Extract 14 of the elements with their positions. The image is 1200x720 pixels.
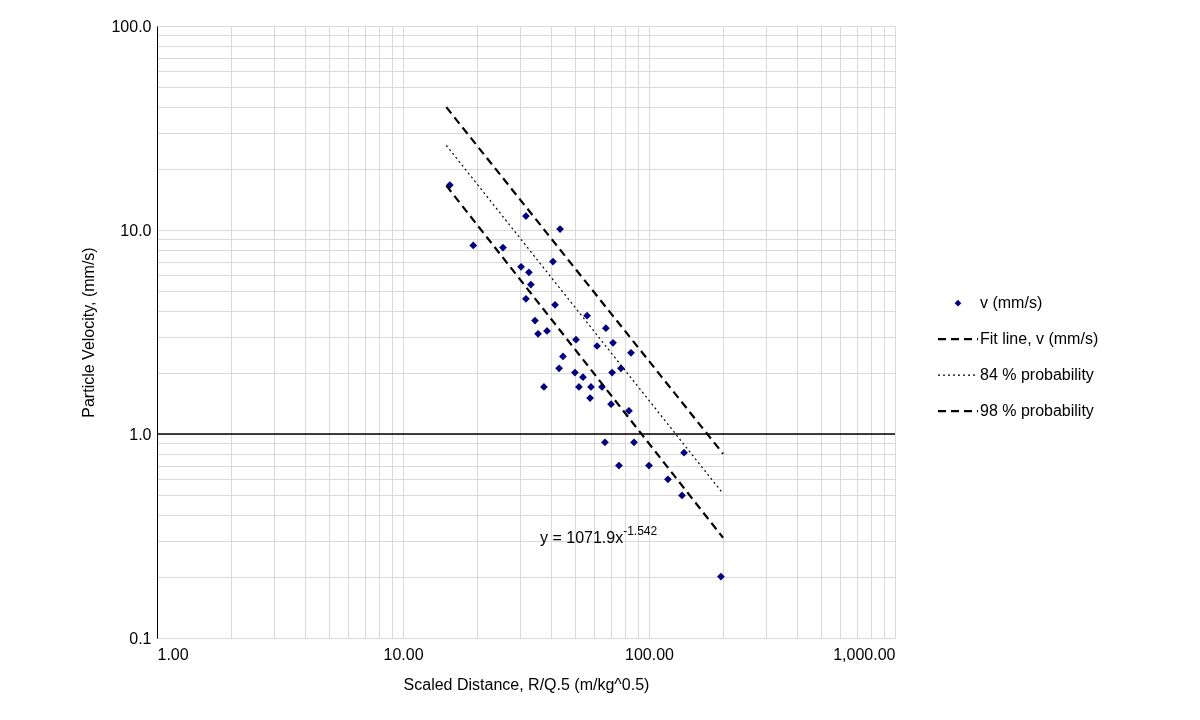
legend-label: v (mm/s) [980, 294, 1043, 312]
legend-label: 84 % probability [980, 366, 1094, 384]
x-tick-label: 1,000.00 [833, 645, 896, 663]
y-tick-label: 1.0 [129, 425, 152, 443]
y-axis-title: Particle Velocity, (mm/s) [80, 247, 98, 418]
legend-label: 98 % probability [980, 402, 1094, 420]
x-tick-label: 1.00 [157, 645, 189, 663]
y-tick-label: 10.0 [120, 221, 152, 239]
y-tick-label: 0.1 [129, 629, 152, 647]
x-tick-label: 100.00 [625, 645, 675, 663]
x-axis-title: Scaled Distance, R/Q.5 (m/kg^0.5) [403, 675, 650, 693]
y-tick-label: 100.0 [111, 17, 152, 35]
legend-label: Fit line, v (mm/s) [980, 330, 1099, 348]
x-tick-label: 10.00 [383, 645, 424, 663]
